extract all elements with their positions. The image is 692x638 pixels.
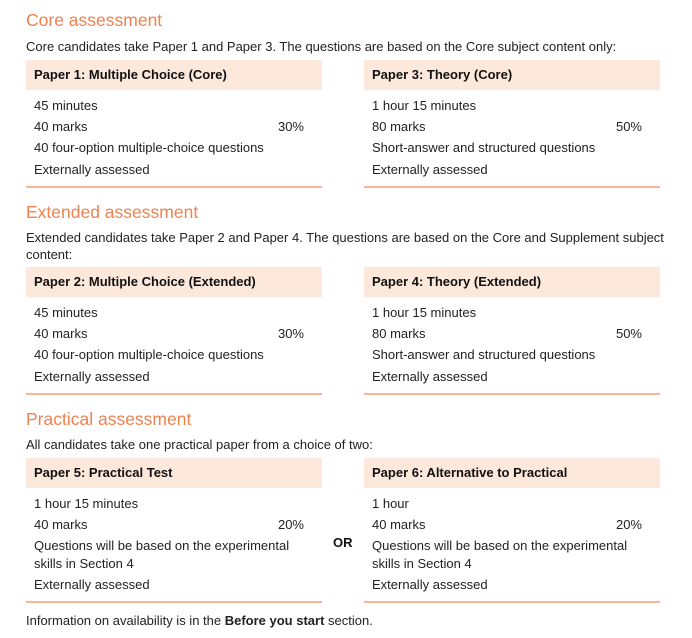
- paper-weight: 20%: [277, 517, 304, 532]
- paper-marks-row: 40 marks 20%: [372, 514, 652, 535]
- footer-link-text: Before you start: [224, 613, 325, 628]
- paper-weight: 30%: [277, 119, 304, 134]
- paper-description: Short-answer and structured questions: [372, 140, 596, 155]
- paper-marks-row: 80 marks 50%: [372, 323, 652, 344]
- paper-marks: 40 marks: [34, 326, 88, 341]
- paper-card: Paper 3: Theory (Core) 1 hour 15 minutes 8…: [364, 60, 660, 188]
- paper-title: Paper 1: Multiple Choice (Core): [26, 60, 322, 90]
- paper-title: Paper 2: Multiple Choice (Extended): [26, 267, 322, 297]
- paper-card: Paper 1: Multiple Choice (Core) 45 minute…: [26, 60, 322, 188]
- paper-marks: 40 marks: [372, 517, 426, 532]
- paper-weight: 20%: [615, 517, 642, 532]
- paper-weight: 50%: [615, 119, 642, 134]
- paper-title: Paper 3: Theory (Core): [364, 60, 660, 90]
- paper-details: 1 hour 15 minutes 40 marks 20% Questions wi…: [26, 488, 322, 603]
- paper-assessment: Externally assessed: [372, 368, 488, 384]
- paper-marks-row: 80 marks 50%: [372, 116, 652, 137]
- or-label: OR: [333, 535, 353, 550]
- paper-details: 1 hour 40 marks 20% Questions will be based…: [364, 488, 660, 603]
- paper-description: 40 four-option multiple-choice questions: [34, 347, 264, 362]
- paper-duration: 1 hour 15 minutes: [34, 496, 139, 511]
- paper-title: Paper 4: Theory (Extended): [364, 267, 660, 297]
- paper-card: Paper 6: Alternative to Practical 1 hour 4…: [364, 458, 660, 603]
- paper-description: Questions will be based on the experimen…: [372, 538, 628, 571]
- paper-title: Paper 6: Alternative to Practical: [364, 458, 660, 488]
- paper-duration: 1 hour 15 minutes: [372, 305, 477, 320]
- paper-marks: 40 marks: [34, 517, 88, 532]
- paper-details: 45 minutes 40 marks 30% 40 four-option mult…: [26, 297, 322, 395]
- practical-intro: All candidates take one practical paper …: [26, 437, 373, 452]
- paper-weight: 50%: [615, 326, 642, 341]
- extended-heading: Extended assessment: [26, 202, 199, 222]
- paper-details: 45 minutes 40 marks 30% 40 four-option mult…: [26, 90, 322, 188]
- paper-card: Paper 2: Multiple Choice (Extended) 45 mi…: [26, 267, 322, 395]
- paper-duration: 1 hour: [372, 496, 409, 511]
- paper-duration: 45 minutes: [34, 305, 98, 320]
- footer-note: Information on availability is in the Be…: [26, 613, 373, 628]
- paper-marks: 80 marks: [372, 326, 426, 341]
- paper-marks: 80 marks: [372, 119, 426, 134]
- paper-marks-row: 40 marks 20%: [34, 514, 314, 535]
- footer-text: Information on availability is in the: [26, 613, 225, 628]
- core-intro: Core candidates take Paper 1 and Paper 3…: [26, 39, 617, 54]
- paper-marks-row: 40 marks 30%: [34, 323, 314, 344]
- paper-assessment: Externally assessed: [34, 577, 150, 592]
- paper-duration: 45 minutes: [34, 98, 98, 113]
- paper-assessment: Externally assessed: [372, 161, 488, 177]
- paper-assessment: Externally assessed: [34, 368, 150, 384]
- core-heading: Core assessment: [26, 10, 163, 30]
- paper-card: Paper 4: Theory (Extended) 1 hour 15 minu…: [364, 267, 660, 395]
- paper-weight: 30%: [277, 326, 304, 341]
- paper-marks: 40 marks: [34, 119, 88, 134]
- extended-intro: Extended candidates take Paper 2 and Pap…: [26, 230, 664, 262]
- footer-text-end: section.: [324, 613, 373, 628]
- paper-title: Paper 5: Practical Test: [26, 458, 322, 488]
- paper-duration: 1 hour 15 minutes: [372, 98, 477, 113]
- paper-card: Paper 5: Practical Test 1 hour 15 minutes…: [26, 458, 322, 603]
- paper-details: 1 hour 15 minutes 80 marks 50% Short-answer…: [364, 90, 660, 188]
- paper-description: Questions will be based on the experimen…: [34, 538, 290, 571]
- paper-description: 40 four-option multiple-choice questions: [34, 140, 264, 155]
- paper-marks-row: 40 marks 30%: [34, 116, 314, 137]
- practical-heading: Practical assessment: [26, 409, 192, 429]
- paper-assessment: Externally assessed: [34, 161, 150, 177]
- paper-details: 1 hour 15 minutes 80 marks 50% Short-answer…: [364, 297, 660, 395]
- paper-assessment: Externally assessed: [372, 577, 488, 592]
- paper-description: Short-answer and structured questions: [372, 347, 596, 362]
